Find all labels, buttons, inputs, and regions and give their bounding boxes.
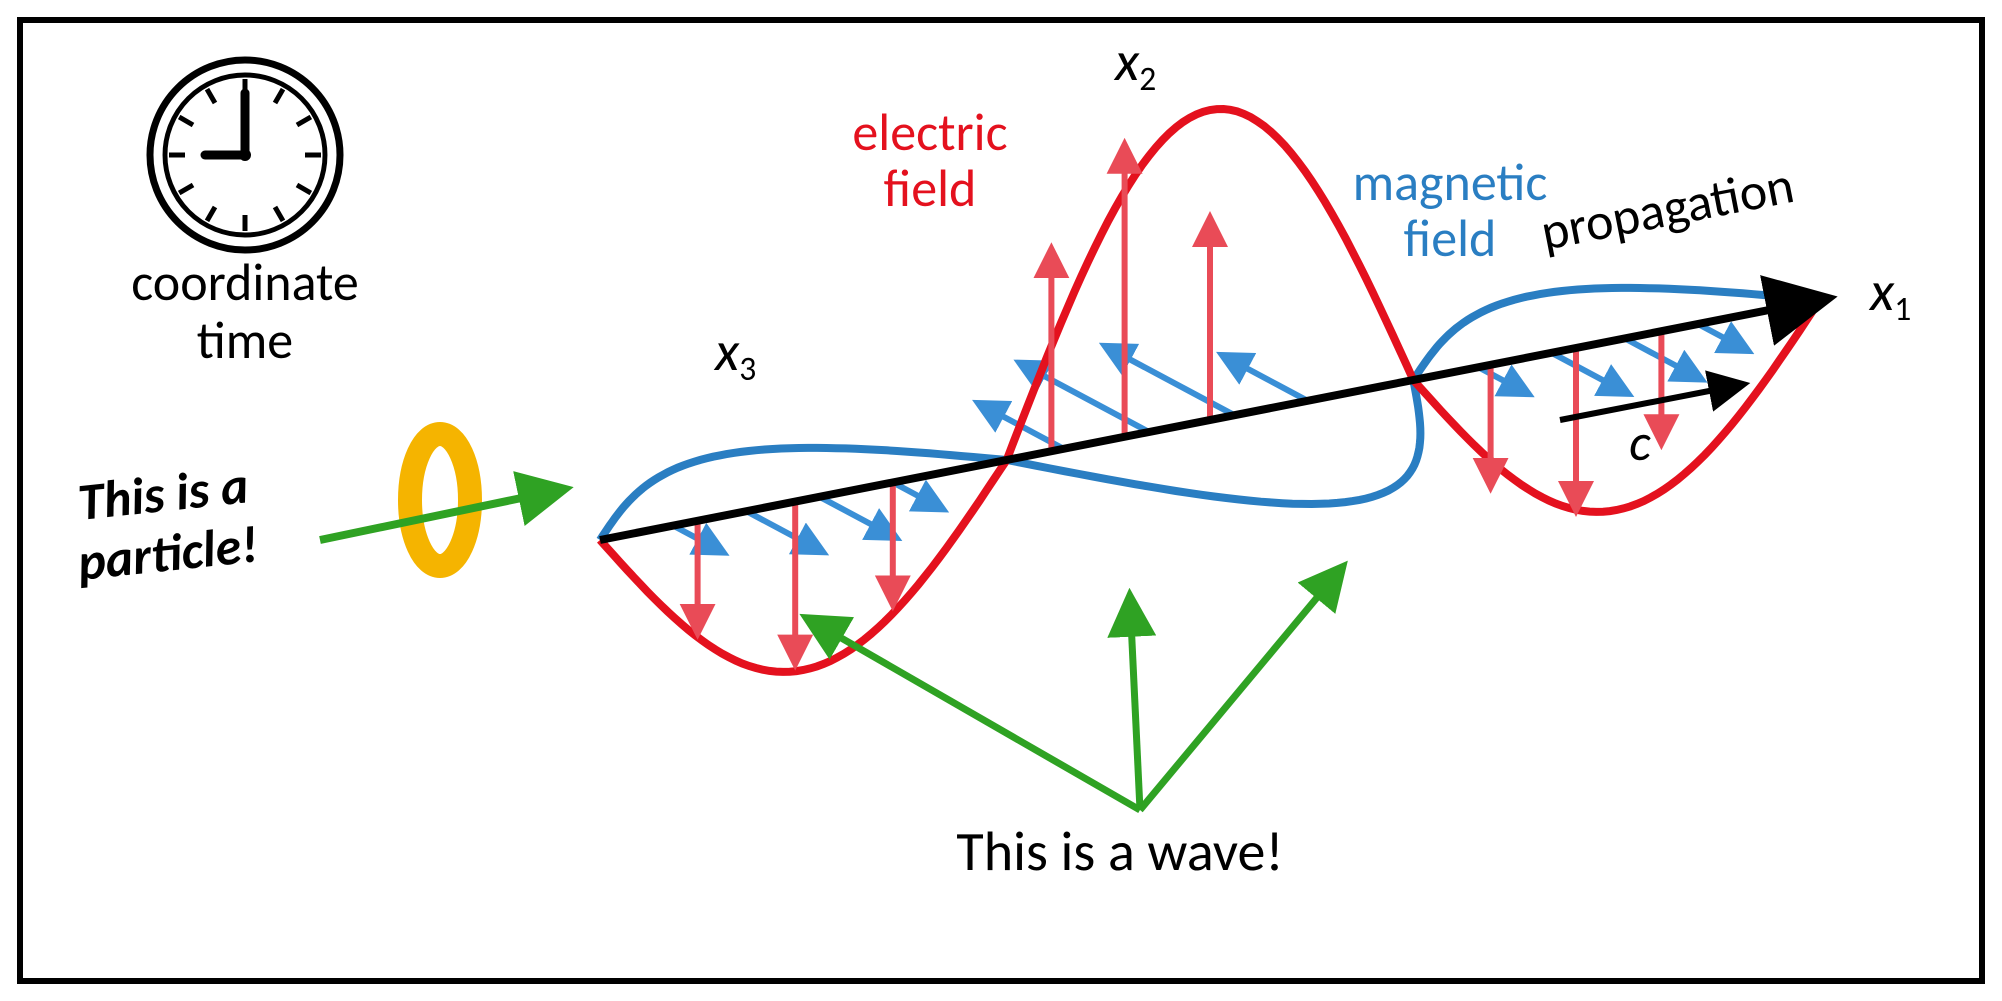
electric-label: electric	[852, 100, 1007, 164]
c-label: c	[1629, 410, 1651, 474]
clock-label: time	[197, 308, 293, 372]
magnetic-label: field	[1404, 206, 1497, 270]
electric-label: field	[884, 156, 977, 220]
diagram-root: coordinatetimemagneticfieldelectricfield…	[0, 0, 2002, 1001]
clock-center	[239, 149, 251, 161]
wave-label: This is a wave!	[956, 818, 1283, 886]
clock-label: coordinate	[131, 250, 359, 314]
magnetic-label: magnetic	[1353, 150, 1548, 214]
diagram-svg: coordinatetimemagneticfieldelectricfield…	[0, 0, 2002, 1001]
